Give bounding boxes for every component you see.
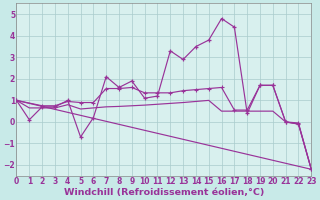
X-axis label: Windchill (Refroidissement éolien,°C): Windchill (Refroidissement éolien,°C) [64, 188, 264, 197]
